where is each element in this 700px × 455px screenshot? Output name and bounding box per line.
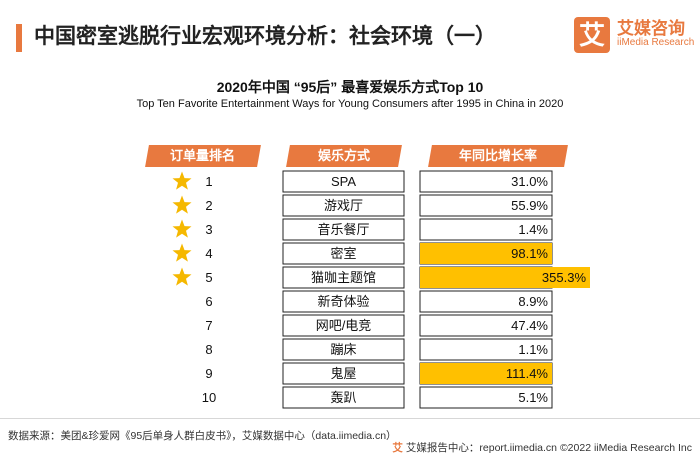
- growth-highlight-bar: [420, 363, 552, 384]
- growth-cell: [419, 338, 553, 361]
- entertainment-name: 猫咖主题馆: [311, 270, 376, 285]
- rank-number: 10: [202, 390, 216, 405]
- entertainment-cell: [282, 386, 405, 409]
- logo-english-name: iiMedia Research: [617, 37, 695, 48]
- growth-cell: [419, 218, 553, 241]
- growth-cell: [419, 314, 553, 337]
- growth-value: 111.4%: [506, 366, 549, 381]
- rank-number: 9: [205, 366, 212, 381]
- star-icon: [172, 171, 192, 190]
- growth-cell: [419, 290, 553, 313]
- growth-value: 55.9%: [511, 198, 548, 213]
- entertainment-cell: [282, 218, 405, 241]
- footer-credit-text: 艾媒报告中心：report.iimedia.cn ©2022 iiMedia R…: [405, 442, 692, 454]
- rank-number: 8: [205, 342, 212, 357]
- entertainment-name: 音乐餐厅: [317, 222, 369, 237]
- title-accent-bar: [16, 24, 22, 52]
- growth-value: 47.4%: [511, 318, 548, 333]
- growth-highlight-bar: [420, 267, 590, 288]
- footer-divider: [0, 418, 700, 419]
- rank-number: 1: [205, 174, 212, 189]
- entertainment-cell: [282, 338, 405, 361]
- rank-number: 6: [205, 294, 212, 309]
- growth-value: 1.4%: [518, 222, 548, 237]
- chart-title: 2020年中国 “95后” 最喜爱娱乐方式Top 10: [216, 79, 484, 95]
- data-source: 数据来源：美团&珍爱网《95后单身人群白皮书》，艾媒数据中心（data.iime…: [8, 430, 397, 442]
- star-icon: [172, 195, 192, 214]
- rank-number: 7: [205, 318, 212, 333]
- growth-value: 98.1%: [511, 246, 548, 261]
- growth-value: 31.0%: [511, 174, 548, 189]
- growth-value: 355.3%: [542, 270, 587, 285]
- rank-number: 5: [205, 270, 212, 285]
- page-title: 中国密室逃脱行业宏观环境分析：社会环境（一）: [34, 25, 496, 48]
- footer-credit: 艾艾媒报告中心：report.iimedia.cn ©2022 iiMedia …: [392, 440, 692, 455]
- growth-value: 1.1%: [518, 342, 548, 357]
- entertainment-cell: [282, 194, 405, 217]
- logo-name: 艾媒咨询: [617, 19, 685, 38]
- entertainment-name: SPA: [331, 174, 356, 189]
- growth-cell: [419, 386, 553, 409]
- growth-cell: [419, 170, 553, 193]
- rank-number: 3: [205, 222, 212, 237]
- entertainment-name: 游戏厅: [324, 198, 363, 213]
- entertainment-cell: [282, 170, 405, 193]
- entertainment-name: 鬼屋: [330, 366, 356, 381]
- entertainment-cell: [282, 290, 405, 313]
- rank-number: 2: [205, 198, 212, 213]
- star-icon: [172, 219, 192, 238]
- star-icon: [172, 267, 192, 286]
- growth-value: 8.9%: [518, 294, 548, 309]
- entertainment-cell: [282, 266, 405, 289]
- rank-number: 4: [205, 246, 212, 261]
- star-icon: [172, 243, 192, 262]
- entertainment-name: 密室: [330, 246, 356, 261]
- entertainment-cell: [282, 362, 405, 385]
- chart-subtitle: Top Ten Favorite Entertainment Ways for …: [136, 98, 564, 110]
- entertainment-name: 轰趴: [330, 390, 356, 405]
- footer-logo-icon: 艾: [392, 442, 403, 454]
- entertainment-name: 新奇体验: [317, 294, 369, 309]
- entertainment-cell: [282, 314, 405, 337]
- growth-highlight-bar: [420, 243, 552, 264]
- growth-value: 5.1%: [518, 390, 548, 405]
- entertainment-name: 蹦床: [330, 342, 356, 357]
- entertainment-cell: [282, 242, 405, 265]
- growth-cell: [419, 194, 553, 217]
- iimedia-logo-icon: 艾: [574, 17, 610, 53]
- entertainment-name: 网吧/电竞: [316, 318, 372, 333]
